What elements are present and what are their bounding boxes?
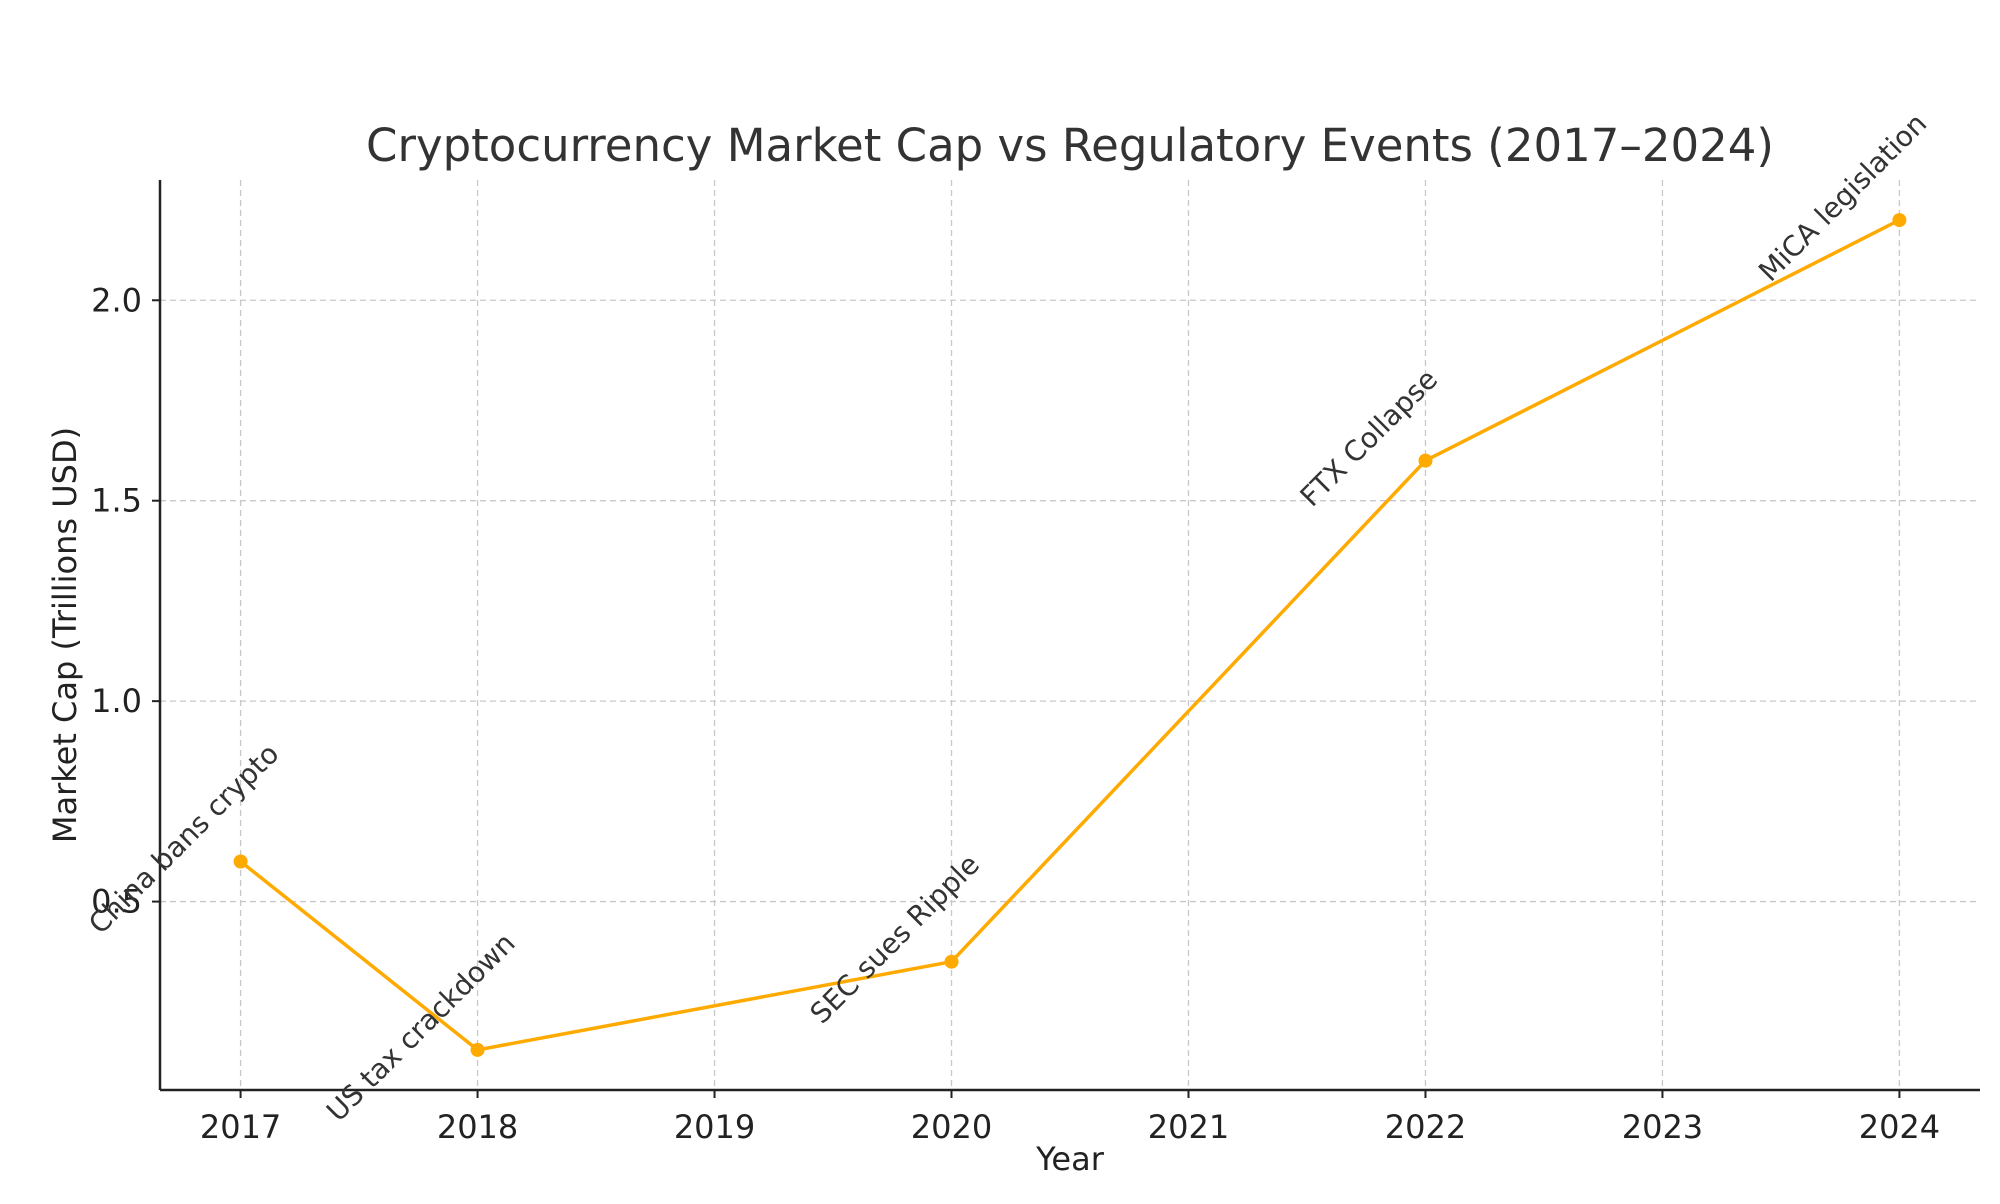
event-annotation: China bans crypto [82, 737, 285, 940]
y-tick-label: 1.5 [91, 482, 142, 520]
series-line [239, 218, 1901, 1052]
chart-title: Cryptocurrency Market Cap vs Regulatory … [366, 119, 1774, 172]
data-point [1892, 213, 1907, 228]
y-tick-label: 2.0 [91, 281, 142, 319]
x-tick-label: 2024 [1859, 1108, 1940, 1146]
data-point [470, 1042, 485, 1057]
series-layer [233, 213, 1907, 1057]
grid-layer [160, 180, 1980, 1090]
x-axis-label: Year [1035, 1140, 1105, 1178]
event-annotation: MiCA legislation [1752, 107, 1933, 288]
event-annotation: FTX Collapse [1294, 363, 1444, 513]
event-annotation: US tax crackdown [320, 926, 522, 1128]
x-tick-label: 2023 [1622, 1108, 1703, 1146]
event-annotation: SEC sues Ripple [804, 848, 986, 1030]
x-tick-label: 2018 [437, 1108, 518, 1146]
x-tick-label: 2017 [200, 1108, 281, 1146]
x-tick-label: 2020 [911, 1108, 992, 1146]
x-tick-label: 2019 [674, 1108, 755, 1146]
axis-layer: 2017 2018 2019 2020 2021 2022 2023 2024 0.5 1.0 1.… [91, 180, 1980, 1146]
x-tick-label: 2021 [1148, 1108, 1229, 1146]
data-point [1418, 453, 1433, 468]
x-tick-label: 2022 [1385, 1108, 1466, 1146]
y-tick-label: 1.0 [91, 682, 142, 720]
data-point [944, 954, 959, 969]
y-axis-label: Market Cap (Trillions USD) [46, 427, 84, 843]
y-tick-label: 0.5 [91, 883, 142, 921]
data-point [233, 854, 248, 869]
